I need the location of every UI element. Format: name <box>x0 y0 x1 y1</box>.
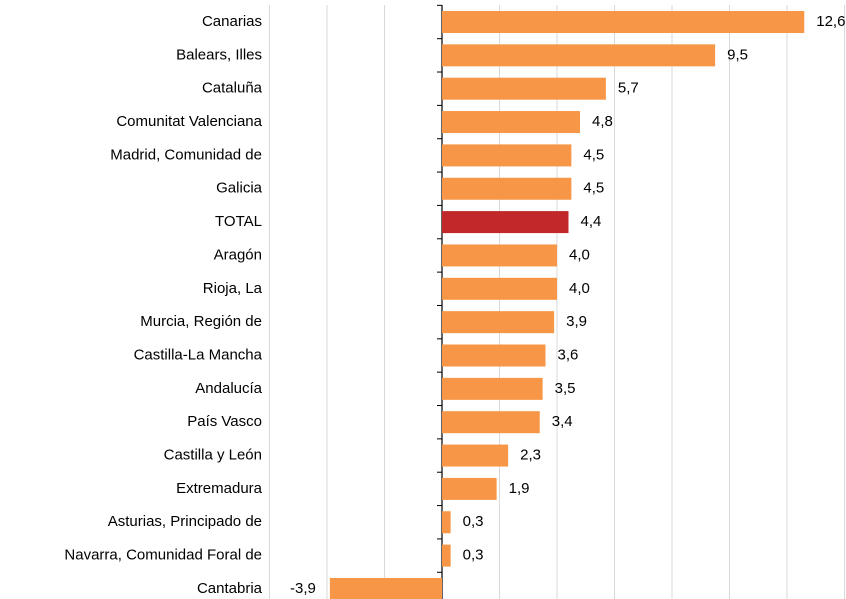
bar <box>442 411 540 434</box>
value-label: 4,5 <box>583 180 604 197</box>
category-label: Murcia, Región de <box>140 313 262 330</box>
category-label: Extremadura <box>176 480 263 497</box>
value-label: 4,5 <box>583 146 604 163</box>
bar <box>442 277 557 300</box>
category-label: Galicia <box>216 180 263 197</box>
value-label: 4,4 <box>581 213 602 230</box>
bar <box>329 577 442 599</box>
value-label: 0,3 <box>463 547 484 564</box>
value-label: 0,3 <box>463 513 484 530</box>
bar <box>442 511 451 534</box>
value-label: 3,6 <box>558 346 579 363</box>
bar <box>442 477 497 500</box>
bar <box>442 44 716 67</box>
category-label: Aragón <box>214 246 262 263</box>
bar <box>442 177 572 200</box>
category-label: Madrid, Comunidad de <box>110 146 262 163</box>
bar <box>442 211 569 234</box>
category-label: Comunitat Valenciana <box>116 113 262 130</box>
bar <box>442 311 555 334</box>
bar <box>442 244 557 267</box>
bar <box>442 377 543 400</box>
value-label: 4,8 <box>592 113 613 130</box>
bar <box>442 11 805 33</box>
bar <box>442 344 546 367</box>
category-label: Navarra, Comunidad Foral de <box>64 547 262 564</box>
category-label: Cataluña <box>202 80 263 97</box>
category-label: Andalucía <box>195 380 262 397</box>
bar <box>442 544 451 567</box>
value-label: 12,6 <box>816 13 845 30</box>
bar <box>442 111 580 134</box>
category-label: TOTAL <box>215 213 262 230</box>
value-label: -3,9 <box>290 580 316 597</box>
bar <box>442 444 509 467</box>
bar <box>442 77 606 100</box>
category-label: Rioja, La <box>203 280 263 297</box>
category-label: País Vasco <box>187 413 262 430</box>
category-label: Cantabria <box>197 580 263 597</box>
value-label: 1,9 <box>509 480 530 497</box>
bar <box>442 144 572 167</box>
value-label: 9,5 <box>727 46 748 63</box>
category-label: Canarias <box>202 13 262 30</box>
value-label: 4,0 <box>569 280 590 297</box>
value-label: 3,5 <box>555 380 576 397</box>
value-label: 2,3 <box>520 447 541 464</box>
value-label: 4,0 <box>569 246 590 263</box>
category-label: Asturias, Principado de <box>108 513 262 530</box>
value-label: 3,9 <box>566 313 587 330</box>
value-label: 3,4 <box>552 413 573 430</box>
value-label: 5,7 <box>618 80 639 97</box>
category-label: Balears, Illes <box>176 46 262 63</box>
category-label: Castilla y León <box>164 447 262 464</box>
category-label: Castilla-La Mancha <box>134 346 263 363</box>
